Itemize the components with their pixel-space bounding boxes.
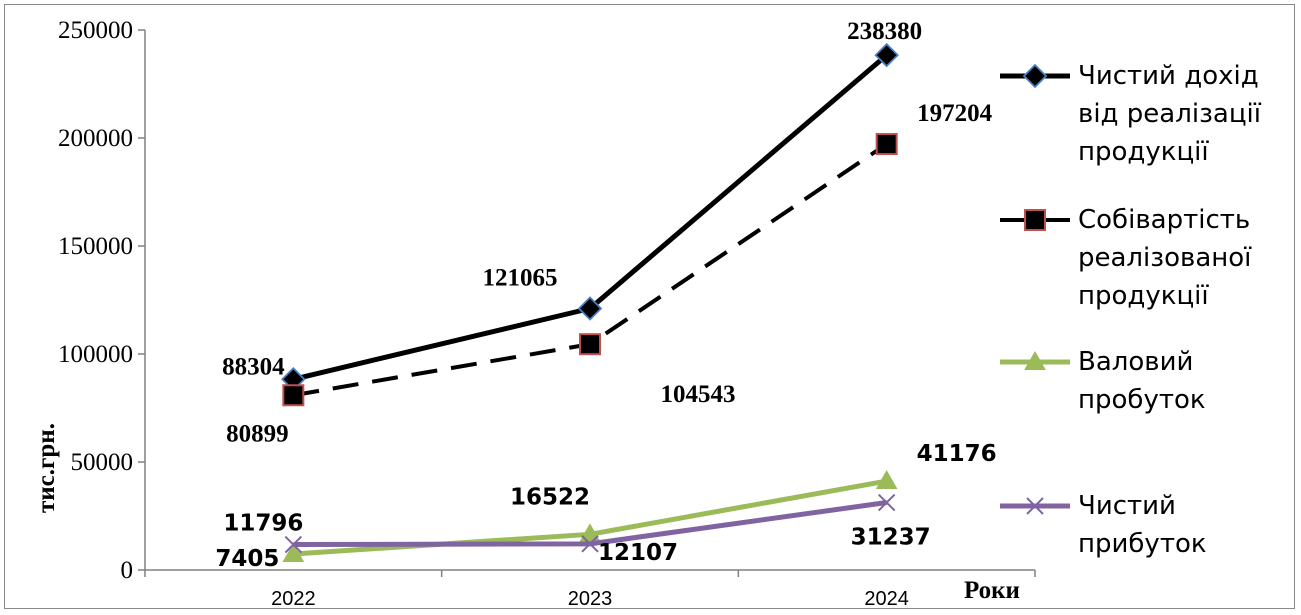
legend-entry-3: Валовий пробуток: [1000, 347, 1206, 415]
chart-frame: [4, 4, 1295, 609]
data-label: 238380: [847, 18, 922, 45]
data-point-marker: [282, 542, 305, 563]
data-label: 121065: [483, 264, 558, 291]
legend-label: пробуток: [1078, 385, 1206, 415]
x-tick-label: 2022: [271, 588, 316, 610]
data-label: 12107: [598, 540, 678, 566]
y-tick-label: 250000: [58, 17, 133, 44]
data-label: 88304: [222, 353, 285, 380]
legend-entry-2: Собівартість реалізованої продукції: [1000, 205, 1252, 311]
legend-label: прибуток: [1078, 529, 1207, 559]
data-point-marker: [875, 470, 898, 490]
y-tick-label: 100000: [58, 341, 133, 368]
series-4: [284, 493, 896, 554]
y-tick-label: 150000: [58, 233, 133, 260]
y-tick-label: 200000: [58, 125, 133, 152]
series-layer: [281, 42, 899, 563]
legend-label: Собівартість: [1078, 205, 1250, 235]
data-point-marker: [877, 493, 896, 512]
data-point-marker: [282, 384, 305, 407]
data-point-marker: [875, 133, 898, 156]
data-label: 16522: [510, 484, 590, 510]
series-2: [282, 133, 898, 407]
legend-label: продукції: [1078, 137, 1209, 167]
legend-label: продукції: [1078, 281, 1209, 311]
x-tick-label: 2024: [864, 588, 909, 610]
y-tick-label: 50000: [71, 449, 134, 476]
series-line: [292, 53, 889, 382]
legend-label: реалізованої: [1078, 243, 1252, 273]
data-point-marker: [577, 296, 603, 321]
legend-marker: [1026, 497, 1044, 515]
y-tick-label: 0: [121, 557, 134, 584]
legend-label: Чистий дохід: [1078, 61, 1259, 91]
data-label: 11796: [223, 511, 303, 537]
x-tick-label: 2023: [568, 588, 613, 610]
data-label: 197204: [917, 100, 993, 127]
legend-label: Валовий: [1078, 347, 1193, 377]
legend-label: Чистий: [1078, 491, 1176, 521]
data-label: 104543: [661, 381, 736, 408]
data-point-marker: [579, 333, 601, 356]
data-point-marker: [284, 535, 303, 554]
data-label: 80899: [226, 420, 289, 447]
legend-label: від реалізації: [1078, 99, 1262, 129]
x-axis-title: Роки: [964, 577, 1020, 604]
data-label: 41176: [917, 441, 997, 467]
data-labels-layer: 88304 121065 238380 80899 104543 197204 7405 16…: [215, 18, 996, 572]
legend-entry-1: Чистий дохід від реалізації продукції: [1000, 61, 1262, 167]
data-point-marker: [581, 535, 599, 553]
data-point-marker: [874, 42, 899, 68]
chart-axes: 0 50000 100000 150000 200000 250000 2022 2023 20…: [58, 17, 1036, 610]
legend-entry-4: Чистий прибуток: [1000, 491, 1207, 559]
data-label: 31237: [851, 525, 931, 551]
data-label: 7405: [215, 546, 279, 572]
legend-marker: [1024, 350, 1046, 370]
legend-marker: [1022, 63, 1048, 89]
y-axis-title: тис.грн.: [33, 423, 60, 513]
series-1: [281, 42, 899, 392]
legend-marker: [1024, 209, 1046, 231]
